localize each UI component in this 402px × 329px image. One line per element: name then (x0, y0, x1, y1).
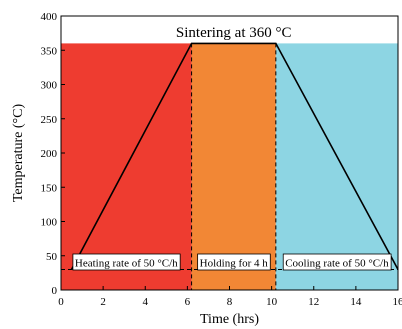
phase-dividers (191, 43, 277, 290)
y-tick-label: 400 (41, 11, 58, 23)
x-tick-label: 8 (227, 296, 233, 308)
x-tick-label: 4 (143, 296, 149, 308)
temperature-line (70, 42, 399, 270)
x-tick-label: 14 (350, 296, 362, 308)
temperature-profile (70, 42, 399, 270)
phase-label-box (282, 253, 392, 271)
x-tick-label: 10 (266, 296, 278, 308)
phase-label-text: Holding for 4 h (200, 258, 269, 270)
x-tick-label: 16 (393, 296, 402, 308)
y-tick-label: 200 (41, 148, 58, 160)
y-tick-label: 0 (52, 285, 58, 297)
y-tick-label: 250 (41, 114, 58, 126)
x-tick-label: 12 (308, 296, 319, 308)
x-tick-label: 0 (58, 296, 64, 308)
x-axis-label: Time (hrs) (200, 312, 259, 327)
phase-region-2 (191, 43, 276, 291)
y-tick-label: 350 (41, 45, 58, 57)
y-axis: 0 50 100 150 200 250 300 350 400 (41, 11, 65, 297)
phase-regions (61, 43, 398, 291)
y-tick-label: 300 (41, 80, 58, 92)
x-axis: 0 2 4 6 8 10 12 14 16 (58, 286, 402, 308)
chart-title-background (172, 25, 295, 41)
phase-label-3: Cooling rate of 50 °C/h (282, 253, 392, 271)
phase-label-box (72, 253, 181, 271)
phase-label-text: Cooling rate of 50 °C/h (285, 258, 389, 270)
phase-label-text: Heating rate of 50 °C/h (75, 258, 178, 270)
phase-label-2: Holding for 4 h (197, 253, 271, 271)
y-tick-label: 100 (41, 217, 58, 229)
phase-label-1: Heating rate of 50 °C/h (72, 253, 181, 271)
phase-region-3 (275, 43, 398, 291)
x-tick-label: 6 (185, 296, 191, 308)
y-axis-label: Temperature (°C) (11, 104, 26, 203)
y-tick-label: 50 (46, 251, 58, 263)
phase-labels: Heating rate of 50 °C/h Holding for 4 h Co… (72, 253, 392, 271)
y-tick-label: 150 (41, 182, 58, 194)
phase-label-box (197, 253, 271, 271)
x-tick-label: 2 (100, 296, 106, 308)
chart-title: Sintering at 360 °C (176, 25, 292, 41)
